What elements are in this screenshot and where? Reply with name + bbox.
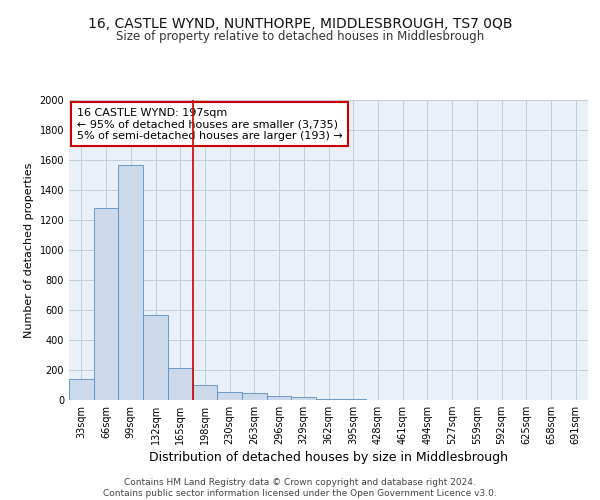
Text: Size of property relative to detached houses in Middlesbrough: Size of property relative to detached ho… (116, 30, 484, 43)
Bar (193, 385, 217, 400)
Bar (168, 368, 193, 400)
Bar (242, 392, 267, 400)
Bar (217, 392, 242, 400)
Text: 16, CASTLE WYND, NUNTHORPE, MIDDLESBROUGH, TS7 0QB: 16, CASTLE WYND, NUNTHORPE, MIDDLESBROUG… (88, 18, 512, 32)
Text: 16 CASTLE WYND: 197sqm
← 95% of detached houses are smaller (3,735)
5% of semi-d: 16 CASTLE WYND: 197sqm ← 95% of detached… (77, 108, 343, 140)
Bar (94, 208, 118, 400)
Bar (341, 399, 365, 400)
Text: Contains HM Land Registry data © Crown copyright and database right 2024.
Contai: Contains HM Land Registry data © Crown c… (103, 478, 497, 498)
Bar (143, 314, 168, 400)
Bar (316, 398, 341, 400)
Bar (69, 379, 94, 400)
Bar (267, 396, 292, 400)
X-axis label: Distribution of detached houses by size in Middlesbrough: Distribution of detached houses by size … (149, 452, 508, 464)
Bar (118, 164, 143, 400)
Bar (292, 397, 316, 400)
Y-axis label: Number of detached properties: Number of detached properties (24, 162, 34, 338)
